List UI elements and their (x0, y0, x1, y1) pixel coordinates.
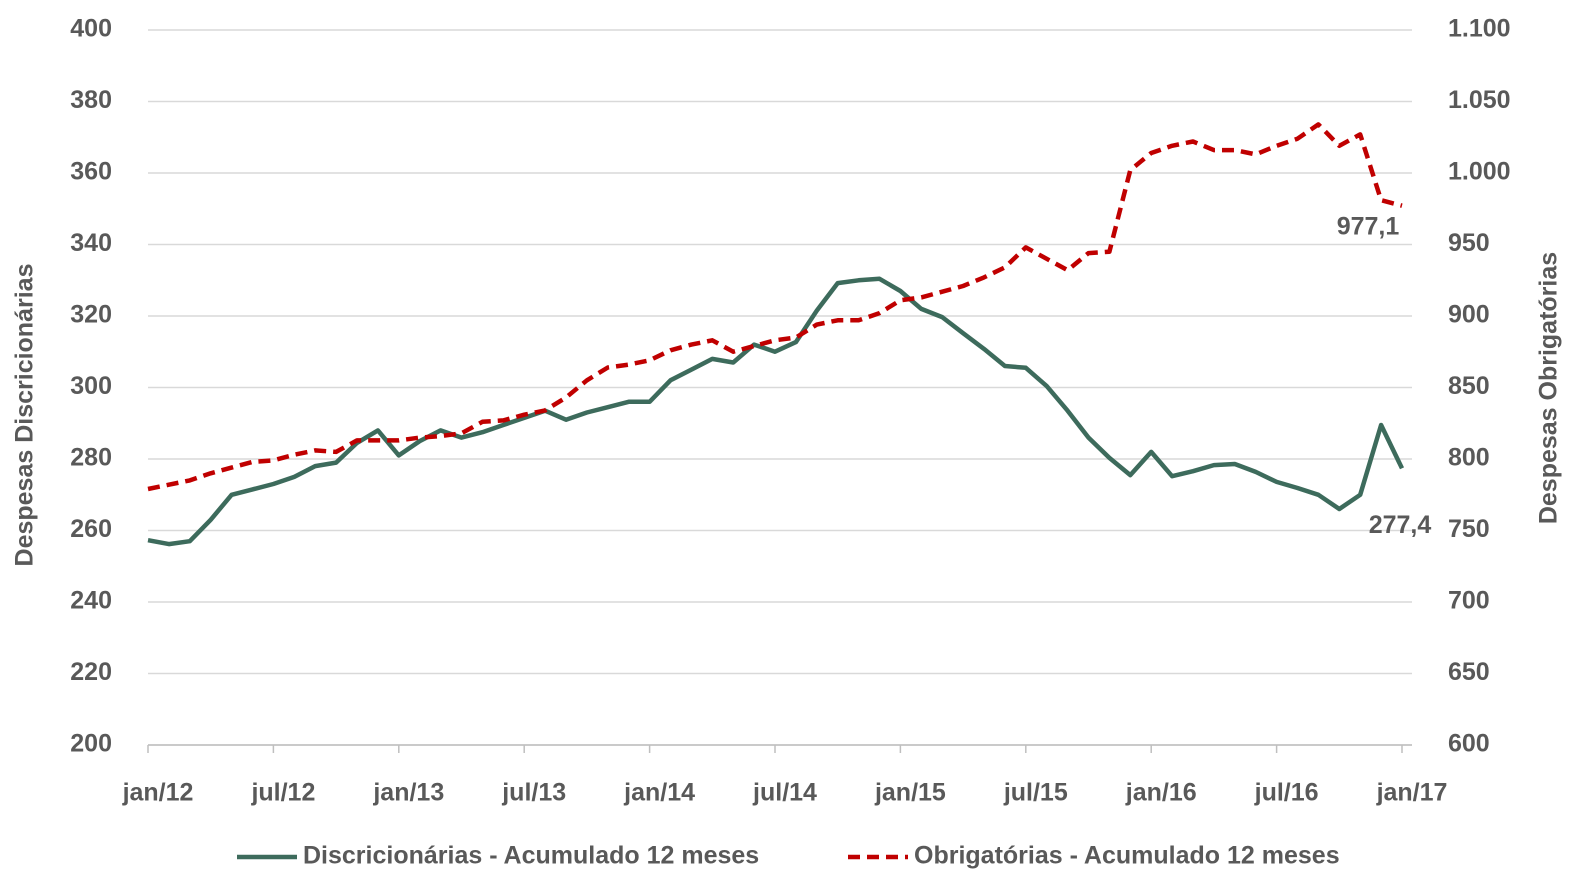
x-tick-label: jan/12 (122, 779, 194, 807)
y2-tick-label: 1.100 (1448, 15, 1511, 43)
x-tick-label: jan/17 (1376, 779, 1448, 807)
y2-tick-label: 650 (1448, 658, 1490, 686)
y-tick-label: 240 (70, 587, 112, 615)
data-label: 977,1 (1337, 212, 1400, 240)
x-tick-label: jan/16 (1125, 779, 1197, 807)
x-tick-label: jul/16 (1254, 779, 1319, 807)
y-tick-label: 220 (70, 658, 112, 686)
legend-label: Discricionárias - Acumulado 12 meses (303, 842, 759, 870)
y-tick-label: 260 (70, 515, 112, 543)
x-tick-label: jan/15 (874, 779, 946, 807)
x-tick-label: jan/13 (372, 779, 444, 807)
y2-axis-label: Despesas Obrigatórias (1535, 252, 1563, 524)
y2-tick-label: 950 (1448, 229, 1490, 257)
y2-tick-label: 750 (1448, 515, 1490, 543)
y-tick-label: 280 (70, 444, 112, 472)
x-tick-label: jul/15 (1003, 779, 1068, 807)
y-tick-label: 400 (70, 15, 112, 43)
y-tick-label: 340 (70, 229, 112, 257)
x-tick-label: jul/12 (250, 779, 315, 807)
y2-tick-label: 700 (1448, 587, 1490, 615)
y2-tick-label: 850 (1448, 372, 1490, 400)
y-tick-label: 380 (70, 86, 112, 114)
series-line (147, 122, 1403, 492)
x-tick-label: jan/14 (623, 779, 695, 807)
y-tick-label: 300 (70, 372, 112, 400)
legend-label: Obrigatórias - Acumulado 12 meses (914, 842, 1340, 870)
y2-tick-label: 800 (1448, 444, 1490, 472)
y-tick-label: 320 (70, 301, 112, 329)
x-tick-label: jul/13 (501, 779, 566, 807)
y2-tick-label: 1.050 (1448, 86, 1511, 114)
y-axis-label: Despesas Discricionárias (11, 264, 39, 567)
y2-tick-label: 1.000 (1448, 158, 1511, 186)
y-tick-label: 360 (70, 158, 112, 186)
y2-tick-label: 600 (1448, 730, 1490, 758)
y2-tick-label: 900 (1448, 301, 1490, 329)
x-tick-label: jul/14 (752, 779, 817, 807)
data-label: 277,4 (1369, 511, 1432, 539)
series-line (147, 276, 1405, 547)
y-tick-label: 200 (70, 730, 112, 758)
